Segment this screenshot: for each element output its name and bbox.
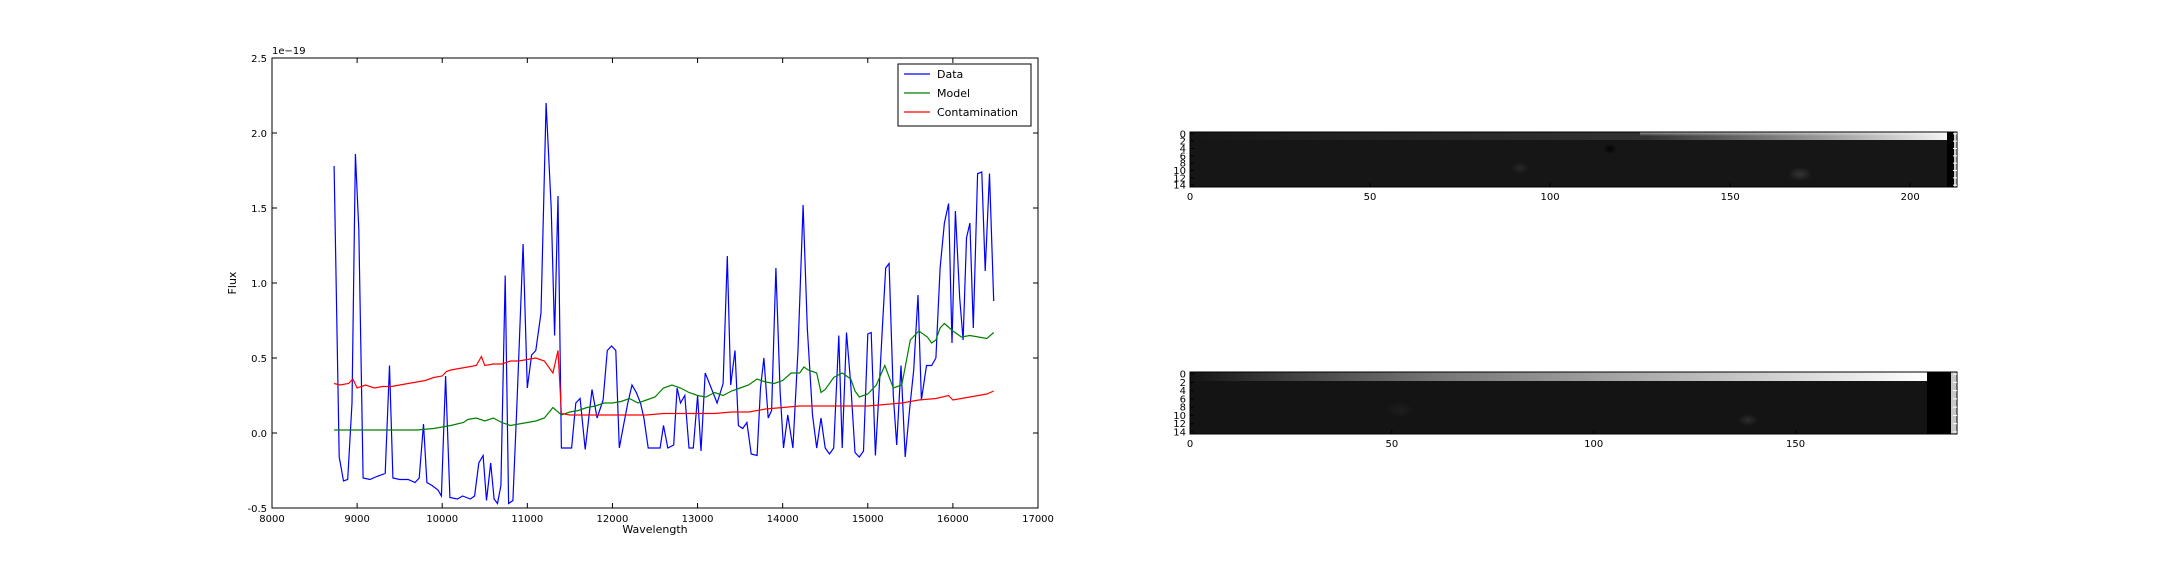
img-y-tick-label: 12 (1173, 173, 1186, 184)
trace-glow (1190, 372, 1927, 381)
img-y-tick-label: 12 (1173, 419, 1186, 430)
image-frame (1189, 131, 1958, 188)
legend-label-model: Model (937, 87, 970, 100)
legend-label-data: Data (937, 68, 963, 81)
img-y-tick-label: 8 (1180, 403, 1186, 414)
img-y-tick-label: 4 (1180, 386, 1186, 397)
x-axis-ticks: 8000 9000 10000 11000 12000 13000 14000 15000 16… (259, 58, 1054, 525)
image-frame (1189, 371, 1958, 435)
image-blob (1738, 414, 1758, 426)
img-y-tick-label: 2 (1180, 378, 1186, 389)
y-axis-ticks: -0.5 0.0 0.5 1.0 1.5 2.0 2.5 (247, 54, 1038, 515)
image-blob (1386, 402, 1414, 418)
img-x-tick-label: 200 (1901, 192, 1920, 203)
image-edge-dark (1927, 372, 1951, 434)
image-edge-light (1954, 132, 1957, 187)
img-y-tick-label: 14 (1173, 427, 1186, 438)
image-edge-light (1951, 372, 1957, 434)
img-y-tick-label: 2 (1180, 137, 1186, 148)
x-tick-label: 11000 (511, 514, 543, 525)
legend: Data Model Contamination (897, 63, 1032, 127)
x-tick-label: 17000 (1022, 514, 1054, 525)
img-x-tick-label: 150 (1786, 439, 1805, 450)
y-tick-label: 1.0 (251, 279, 267, 290)
x-tick-label: 9000 (344, 514, 369, 525)
y-tick-label: 2.0 (251, 129, 267, 140)
spectrum-line-chart: 8000 9000 10000 11000 12000 13000 14000 15000 16… (226, 46, 1054, 536)
img-x-tick-label: 100 (1541, 192, 1560, 203)
y-offset-label: 1e−19 (272, 46, 306, 57)
x-tick-label: 12000 (597, 514, 629, 525)
plot-area (271, 57, 1039, 509)
image-blob (1788, 167, 1812, 181)
img-x-tick-label: 50 (1385, 439, 1398, 450)
x-tick-label: 15000 (852, 514, 884, 525)
img-y-tick-label: 0 (1180, 370, 1186, 381)
img-y-tick-label: 8 (1180, 159, 1186, 170)
y-tick-label: 2.5 (251, 54, 267, 65)
img-y-tick-label: 6 (1180, 151, 1186, 162)
image-edge-dark (1947, 132, 1954, 187)
y-tick-label: 0.0 (251, 429, 267, 440)
series-group (333, 102, 995, 505)
x-tick-label: 8000 (259, 514, 284, 525)
x-tick-label: 10000 (426, 514, 458, 525)
img-y-tick-label: 10 (1173, 166, 1186, 177)
img-x-tick-label: 50 (1364, 192, 1377, 203)
y-axis-label: Flux (226, 271, 239, 294)
y-tick-label: 0.5 (251, 354, 267, 365)
img-y-tick-label: 6 (1180, 394, 1186, 405)
x-tick-label: 14000 (767, 514, 799, 525)
image-area (1190, 372, 1957, 434)
img-y-tick-label: 10 (1173, 411, 1186, 422)
img-x-tick-label: 0 (1187, 439, 1193, 450)
img-x-tick-label: 150 (1721, 192, 1740, 203)
img-y-tick-label: 4 (1180, 144, 1186, 155)
legend-label-contamination: Contamination (937, 106, 1018, 119)
image-texture (1190, 132, 1957, 187)
trace-glow (1190, 132, 1947, 140)
img-x-tick-label: 100 (1584, 439, 1603, 450)
x-axis-label: Wavelength (622, 523, 687, 536)
img-y-tick-label: 0 (1180, 129, 1186, 140)
x-tick-label: 16000 (937, 514, 969, 525)
series-line-contamination (333, 350, 994, 416)
y-tick-label: -0.5 (247, 504, 267, 515)
x-tick-label: 13000 (682, 514, 714, 525)
series-line-model (334, 322, 995, 431)
image-blob (1603, 144, 1617, 154)
img-y-tick-label: 14 (1173, 181, 1186, 192)
image-blob (1511, 162, 1529, 174)
trace-bright (1640, 132, 1948, 136)
y-tick-label: 1.5 (251, 204, 267, 215)
img-x-tick-label: 0 (1187, 192, 1193, 203)
